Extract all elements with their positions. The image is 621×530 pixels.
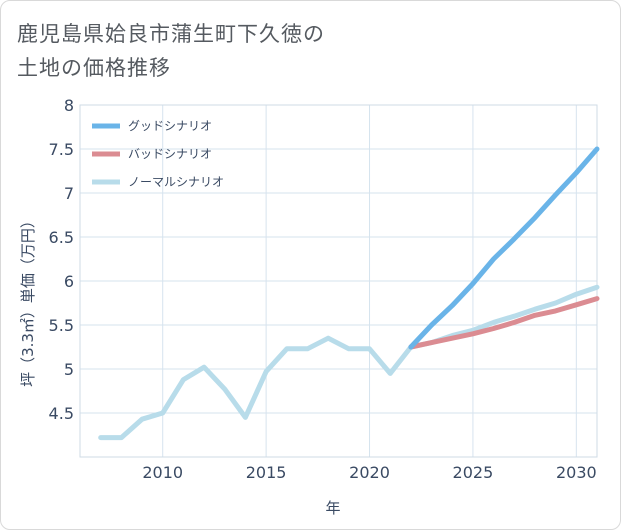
legend-label: グッドシナリオ: [128, 119, 212, 133]
x-tick-label: 2025: [453, 463, 494, 482]
y-tick-label: 6: [64, 272, 74, 291]
y-tick-label: 5: [64, 360, 74, 379]
plot-area: [79, 104, 598, 458]
x-tick-label: 2030: [556, 463, 597, 482]
legend-item-normal: ノーマルシナリオ: [92, 175, 224, 189]
x-tick-label: 2015: [246, 463, 287, 482]
chart-title: 鹿児島県姶良市蒲生町下久徳の 土地の価格推移: [17, 17, 437, 85]
y-tick-label: 7.5: [49, 140, 74, 159]
x-tick-label: 2020: [349, 463, 390, 482]
chart-title-line-2: 土地の価格推移: [17, 56, 171, 80]
series-normal-line: [98, 284, 600, 441]
legend-item-bad: バッドシナリオ: [92, 147, 212, 161]
series-bad-line: [408, 296, 600, 350]
series-layer: [98, 146, 600, 441]
plot-border: [79, 104, 598, 458]
y-tick-label: 5.5: [49, 316, 74, 335]
series-good-line: [408, 146, 600, 350]
y-axis-ticks: 4.5 5 5.5 6 6.5 7 7.5 8: [49, 96, 74, 423]
y-tick-label: 8: [64, 96, 74, 115]
chart-title-line-1: 鹿児島県姶良市蒲生町下久徳の: [17, 22, 325, 46]
legend-item-good: グッドシナリオ: [92, 119, 212, 133]
y-axis-label: 坪（3.3㎡）単価（万円）: [19, 213, 37, 387]
y-tick-label: 6.5: [49, 228, 74, 247]
legend-label: ノーマルシナリオ: [128, 175, 224, 189]
legend-label: バッドシナリオ: [128, 147, 212, 161]
y-tick-label: 4.5: [49, 404, 74, 423]
x-axis-ticks: 2010 2015 2020 2025 2030: [142, 463, 596, 482]
y-tick-label: 7: [64, 184, 74, 203]
x-tick-label: 2010: [142, 463, 183, 482]
x-axis-label: 年: [325, 499, 340, 517]
